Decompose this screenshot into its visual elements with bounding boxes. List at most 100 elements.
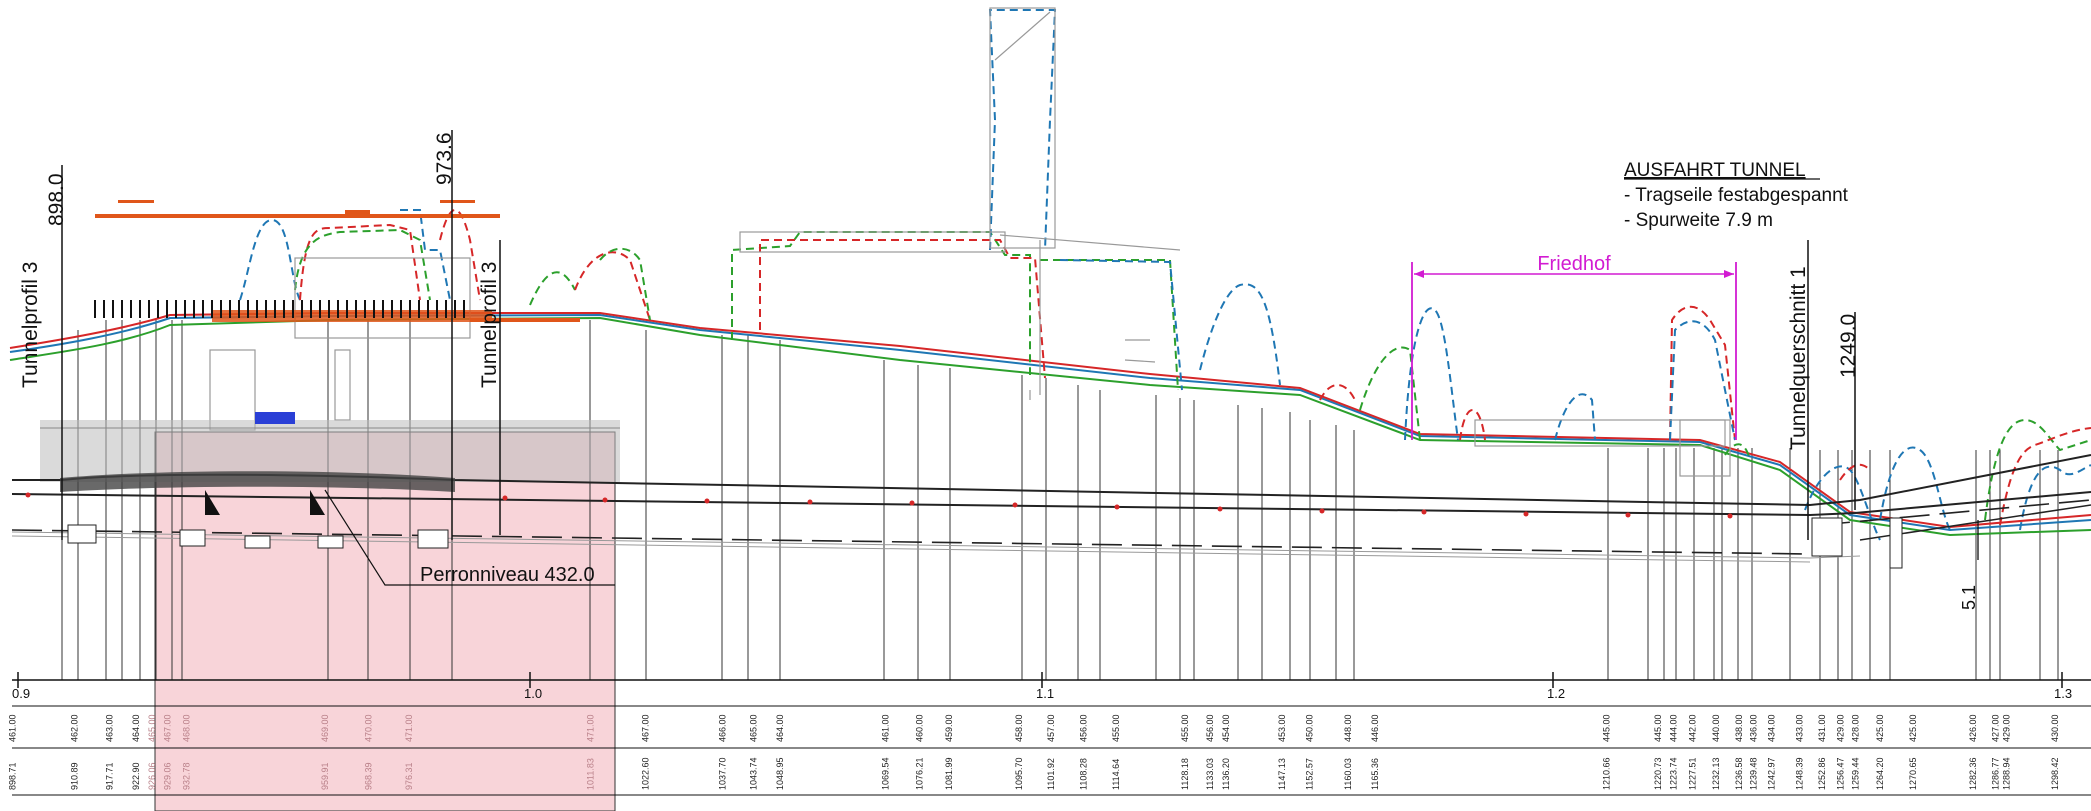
elevation-value: 442.00 [1688, 714, 1698, 742]
elevation-value: 450.00 [1305, 714, 1315, 742]
elevation-value: 445.00 [1601, 714, 1611, 742]
station-value: 1165.36 [1370, 758, 1380, 790]
elevation-value: 430.00 [2050, 714, 2060, 742]
station-value: 1252.86 [1817, 757, 1827, 790]
elevation-value: 456.00 [1078, 714, 1088, 742]
station-value: 1286.77 [1990, 757, 2000, 790]
elevation-value: 461.00 [880, 714, 890, 742]
station-value: 968.39 [363, 762, 373, 790]
clearance-label: 5.1 [1959, 585, 1979, 610]
station-value: 976.31 [404, 762, 414, 790]
elevation-value: 468.00 [182, 714, 192, 742]
note-line: - Tragseile festabgespannt [1624, 185, 1849, 206]
station-value: 910.89 [70, 762, 80, 790]
station-value: 1147.13 [1277, 758, 1287, 790]
elevation-value: 467.00 [640, 714, 650, 742]
elevation-value: 460.00 [914, 714, 924, 742]
station-value: 1227.51 [1688, 757, 1698, 790]
station-value: 1152.57 [1305, 758, 1315, 790]
elevation-value: 429.00 [1836, 714, 1846, 742]
elevation-row: 461.00 462.00 463.00 464.00 465.00 467.00 468.… [7, 714, 2060, 742]
station-value: 1048.95 [775, 757, 785, 790]
station-value: 1298.42 [2050, 757, 2060, 790]
station-value: 898.71 [7, 762, 17, 790]
table-grid [12, 705, 2091, 796]
station-value: 1037.70 [718, 757, 728, 790]
elevation-value: 465.00 [749, 714, 759, 742]
elevation-value: 466.00 [718, 714, 728, 742]
elevation-value: 459.00 [944, 714, 954, 742]
note-title: AUSFAHRT TUNNEL [1624, 160, 1806, 181]
elevation-value: 426.00 [1968, 714, 1978, 742]
highlight-zone [154, 431, 616, 811]
station-value: 1259.44 [1851, 757, 1861, 790]
elevation-value: 438.00 [1734, 714, 1744, 742]
scale-ticks [17, 672, 2063, 688]
elevation-value: 428.00 [1851, 714, 1861, 742]
station-value: 1136.20 [1221, 758, 1231, 790]
station-value: 1011.83 [585, 758, 595, 790]
station-value: 932.78 [182, 762, 192, 790]
station-value: 1282.36 [1968, 757, 1978, 790]
elevation-value: 431.00 [1817, 714, 1827, 742]
station-value: 1095.70 [1014, 757, 1024, 790]
alignment-points [25, 492, 1733, 519]
station-value: 1108.28 [1078, 758, 1088, 790]
tunnelquerschnitt-label: Tunnelquerschnitt 1 [1787, 266, 1810, 450]
station-value: 1210.66 [1601, 757, 1611, 790]
scale-tick-label: 0.9 [12, 686, 30, 701]
tunnelprofil-left-label: Tunnelprofil 3 [19, 262, 42, 388]
elevation-value: 471.00 [585, 714, 595, 742]
elevation-value: 464.00 [775, 714, 785, 742]
elevation-value: 456.00 [1205, 714, 1215, 742]
station-value: 1242.97 [1767, 757, 1777, 790]
tunnelprofil-right-label: Tunnelprofil 3 [478, 262, 501, 388]
station-1249-label: 1249.0 [1837, 314, 1860, 378]
station-value: 1270.65 [1908, 757, 1918, 790]
elevation-value: 427.00 [1990, 714, 2000, 742]
building-outlines [209, 7, 1731, 477]
elevation-value: 469.00 [320, 714, 330, 742]
station-value: 1239.48 [1749, 757, 1759, 790]
station-898-label: 898.0 [45, 173, 68, 226]
elevation-value: 444.00 [1668, 714, 1678, 742]
station-value: 1223.74 [1668, 757, 1678, 790]
station-value: 959.91 [320, 762, 330, 790]
elevation-value: 462.00 [70, 714, 80, 742]
elevation-value: 454.00 [1221, 714, 1231, 742]
note-block: AUSFAHRT TUNNEL - Tragseile festabgespan… [1624, 160, 1849, 231]
station-value: 926.06 [147, 762, 157, 790]
elevation-value: 429.00 [2001, 714, 2011, 742]
station-value: 1256.47 [1836, 757, 1846, 790]
station-value: 1220.73 [1653, 757, 1663, 790]
elevation-value: 470.00 [363, 714, 373, 742]
elevation-value: 465.00 [147, 714, 157, 742]
elevation-value: 445.00 [1653, 714, 1663, 742]
station-value: 1022.60 [640, 757, 650, 790]
elevation-value: 448.00 [1343, 714, 1353, 742]
friedhof-label: Friedhof [1537, 253, 1611, 275]
elevation-value: 425.00 [1875, 714, 1885, 742]
elevation-value: 433.00 [1794, 714, 1804, 742]
station-band [40, 412, 620, 482]
station-value: 1114.64 [1111, 759, 1121, 790]
elevation-value: 467.00 [162, 714, 172, 742]
station-value: 1232.13 [1711, 757, 1721, 790]
station-value: 922.90 [131, 762, 141, 790]
station-value: 1133.03 [1205, 758, 1215, 790]
scale-tick-label: 1.1 [1036, 686, 1054, 701]
station-row: 898.71 910.89 917.71 922.90 926.06 929.06 932.… [7, 757, 2060, 790]
station-value: 1101.92 [1046, 758, 1056, 790]
scale-tick-label: 1.3 [2054, 686, 2072, 701]
scale-tick-label: 1.0 [524, 686, 542, 701]
elevation-value: 425.00 [1908, 714, 1918, 742]
elevation-value: 436.00 [1749, 714, 1759, 742]
perron-label: Perronniveau 432.0 [420, 564, 595, 586]
perron-leader: Perronniveau 432.0 [324, 489, 615, 586]
elevation-value: 458.00 [1014, 714, 1024, 742]
elevation-value: 471.00 [404, 714, 414, 742]
station-value: 1248.39 [1794, 757, 1804, 790]
station-value: 1069.54 [880, 757, 890, 790]
elevation-value: 446.00 [1370, 714, 1380, 742]
